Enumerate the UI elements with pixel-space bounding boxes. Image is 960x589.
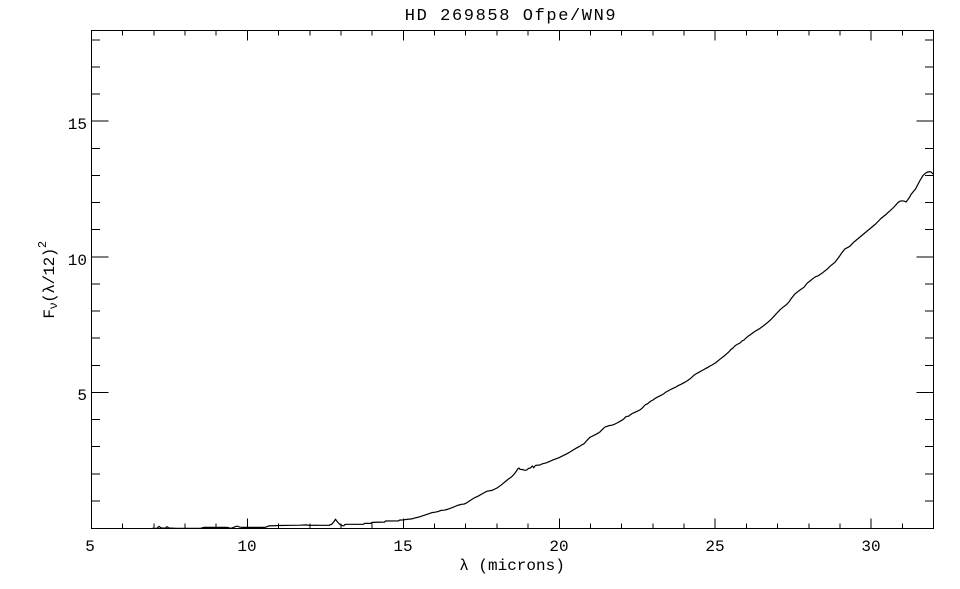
svg-text:10: 10 <box>68 252 87 270</box>
svg-text:25: 25 <box>705 538 724 556</box>
svg-text:10: 10 <box>237 538 256 556</box>
svg-text:HD 269858 Ofpe/WN9: HD 269858 Ofpe/WN9 <box>405 7 617 26</box>
svg-text:30: 30 <box>861 538 880 556</box>
svg-text:λ (microns): λ (microns) <box>459 557 565 575</box>
svg-text:5: 5 <box>77 387 87 405</box>
svg-text:20: 20 <box>549 538 568 556</box>
svg-text:15: 15 <box>68 116 87 134</box>
svg-text:15: 15 <box>393 538 412 556</box>
svg-text:5: 5 <box>85 538 95 556</box>
